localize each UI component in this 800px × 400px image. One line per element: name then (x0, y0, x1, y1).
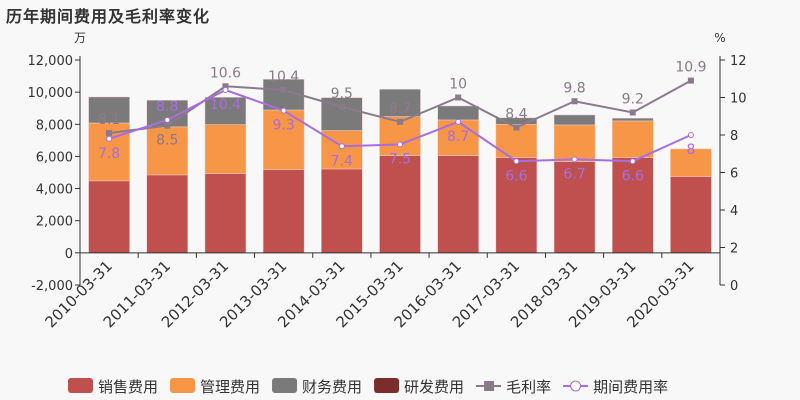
legend-swatch (170, 378, 196, 393)
data-label-毛利率: 8.5 (156, 133, 178, 149)
data-label-期间费用率: 9.3 (273, 118, 295, 134)
left-axis-unit: 万 (74, 31, 86, 45)
bar-销售费用 (379, 155, 421, 254)
left-tick-label: 4,000 (36, 183, 73, 198)
data-label-期间费用率: 6.6 (622, 168, 644, 184)
right-tick-label: 2 (730, 242, 738, 257)
bar-销售费用 (611, 157, 654, 254)
bar-销售费用 (553, 161, 596, 254)
data-label-毛利率: 8.7 (389, 101, 411, 117)
data-label-毛利率: 10.6 (210, 65, 241, 81)
bar-管理费用 (553, 124, 596, 162)
point-期间费用率 (222, 87, 229, 93)
bar-财务费用 (88, 96, 130, 124)
data-label-期间费用率: 8.8 (156, 99, 178, 115)
legend-swatch (374, 378, 400, 393)
left-tick-label: 8,000 (36, 118, 73, 133)
bar-财务费用 (495, 117, 538, 125)
data-label-期间费用率: 6.7 (563, 166, 585, 182)
bar-财务费用 (611, 117, 654, 122)
data-label-毛利率: 9.2 (622, 92, 644, 108)
data-label-毛利率: 9.5 (331, 86, 353, 102)
right-tick-label: 6 (730, 167, 738, 182)
point-期间费用率 (164, 117, 171, 123)
point-毛利率 (106, 130, 113, 137)
legend-label: 销售费用 (98, 378, 158, 396)
point-毛利率 (338, 103, 345, 110)
left-tick-label: 6,000 (36, 150, 73, 165)
point-期间费用率 (280, 107, 287, 114)
bar-销售费用 (262, 169, 305, 254)
data-label-毛利率: 10.9 (675, 60, 706, 76)
data-label-期间费用率: 8.7 (447, 129, 469, 145)
point-毛利率 (687, 77, 694, 84)
left-tick-label: 12,000 (28, 54, 74, 69)
data-label-期间费用率: 7.4 (331, 153, 353, 169)
legend-marker (570, 380, 582, 392)
data-label-期间费用率: 7.5 (389, 151, 411, 167)
point-毛利率 (513, 124, 520, 131)
point-期间费用率 (629, 158, 636, 165)
legend-swatch (272, 378, 298, 393)
data-label-期间费用率: 10.4 (210, 97, 241, 113)
legend-marker (484, 381, 495, 391)
legend-swatch (68, 378, 93, 393)
point-毛利率 (164, 122, 171, 129)
bar-销售费用 (670, 176, 712, 254)
data-label-期间费用率: 7.8 (98, 146, 120, 162)
point-期间费用率 (687, 132, 694, 138)
right-tick-label: 12 (730, 54, 747, 69)
left-tick-label: 0 (65, 247, 73, 262)
bar-管理费用 (146, 126, 189, 176)
bar-管理费用 (670, 148, 712, 177)
legend-label: 期间费用率 (593, 378, 668, 396)
data-label-期间费用率: 8 (686, 142, 695, 158)
left-tick-label: 2,000 (36, 215, 73, 230)
left-tick-label: -2,000 (31, 279, 73, 294)
data-label-毛利率: 10.4 (268, 69, 299, 85)
bar-销售费用 (88, 180, 130, 254)
bar-管理费用 (88, 122, 130, 182)
bar-财务费用 (204, 97, 247, 125)
bar-财务费用 (379, 89, 421, 117)
legend-label: 研发费用 (404, 378, 464, 396)
data-label-毛利率: 8.1 (98, 112, 120, 128)
legend-label: 管理费用 (200, 378, 260, 396)
right-axis-unit: % (714, 31, 725, 45)
data-label-毛利率: 9.8 (563, 80, 585, 96)
right-tick-label: 8 (730, 129, 738, 144)
point-期间费用率 (571, 156, 578, 163)
point-毛利率 (397, 118, 403, 125)
chart-title: 历年期间费用及毛利率变化 (6, 7, 211, 26)
point-毛利率 (571, 98, 578, 105)
point-期间费用率 (455, 118, 462, 125)
bar-销售费用 (321, 168, 363, 254)
legend-label: 财务费用 (302, 378, 362, 396)
left-tick-label: 10,000 (28, 86, 74, 101)
data-label-毛利率: 10 (449, 77, 467, 93)
legend-label: 毛利率 (506, 378, 551, 396)
right-tick-label: 0 (730, 279, 738, 294)
bar-销售费用 (204, 173, 247, 254)
bar-销售费用 (146, 174, 189, 254)
data-label-期间费用率: 6.6 (505, 168, 527, 184)
bar-财务费用 (437, 105, 479, 121)
point-毛利率 (629, 109, 636, 116)
point-期间费用率 (397, 141, 403, 148)
bar-管理费用 (204, 124, 247, 174)
point-毛利率 (280, 87, 287, 93)
right-tick-label: 4 (730, 204, 738, 219)
bar-财务费用 (553, 114, 596, 126)
point-毛利率 (222, 83, 229, 90)
point-毛利率 (455, 94, 462, 101)
data-label-毛利率: 8.4 (505, 107, 527, 123)
right-tick-label: 10 (730, 92, 747, 107)
point-期间费用率 (338, 143, 345, 150)
bar-销售费用 (437, 155, 479, 254)
point-期间费用率 (513, 158, 520, 165)
bar-管理费用 (611, 120, 654, 158)
point-期间费用率 (106, 135, 113, 142)
